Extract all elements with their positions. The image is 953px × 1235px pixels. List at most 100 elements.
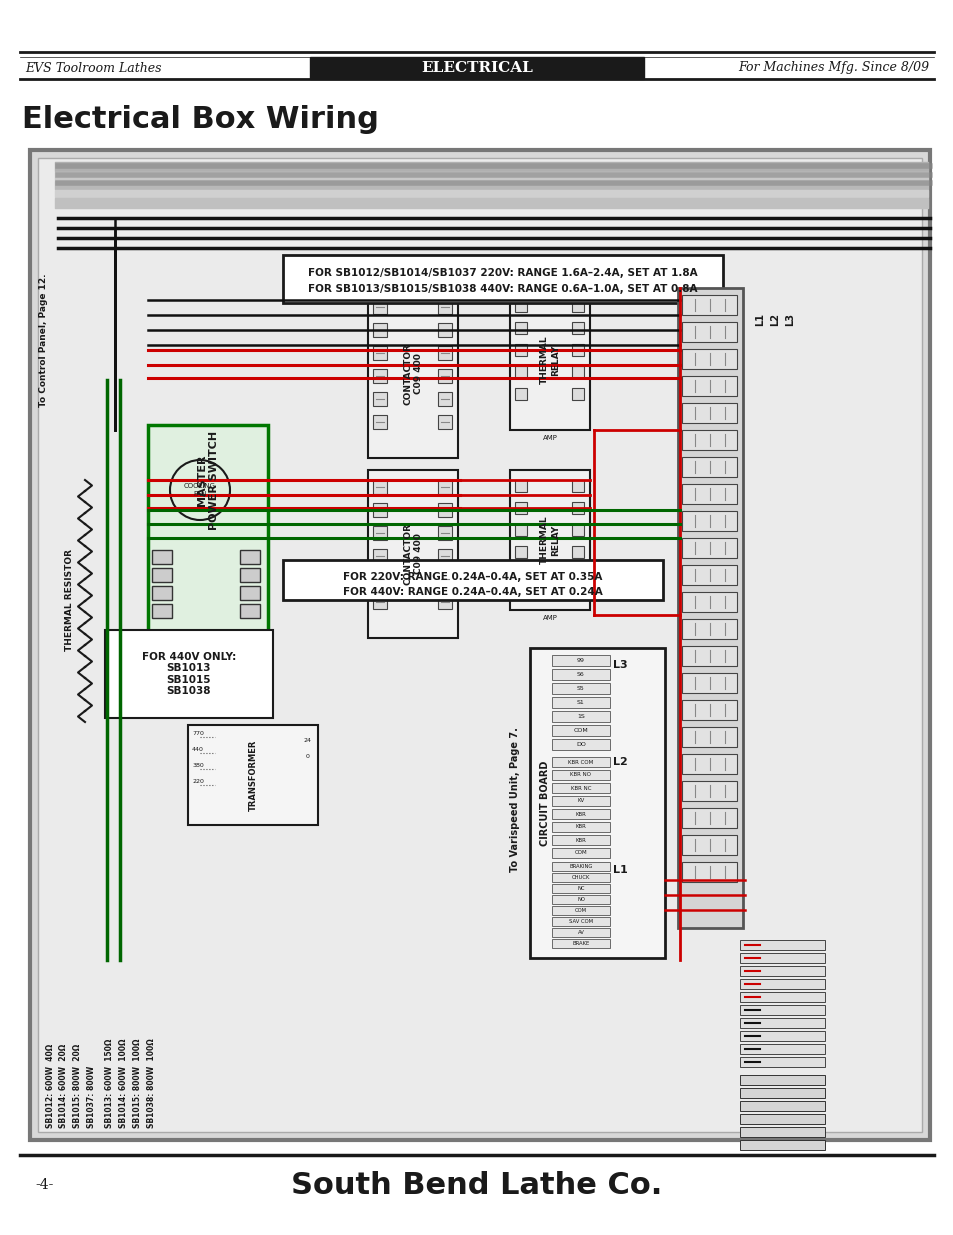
Bar <box>515 480 526 492</box>
Text: SB1012: 600W  40Ω: SB1012: 600W 40Ω <box>46 1044 54 1128</box>
Text: FOR SB1012/SB1014/SB1037 220V: RANGE 1.6A–2.4A, SET AT 1.8A: FOR SB1012/SB1014/SB1037 220V: RANGE 1.6… <box>308 268 697 278</box>
Bar <box>681 484 737 504</box>
Bar <box>681 592 737 613</box>
Bar <box>740 979 824 989</box>
Text: L1: L1 <box>612 864 627 876</box>
Bar <box>515 388 526 400</box>
Bar <box>188 725 317 825</box>
Bar <box>373 595 387 609</box>
Bar <box>437 503 452 517</box>
Bar <box>552 797 609 806</box>
Bar <box>437 595 452 609</box>
Bar <box>373 346 387 359</box>
Text: KV: KV <box>577 799 584 804</box>
Text: KBR NC: KBR NC <box>570 785 591 790</box>
Bar <box>283 559 662 600</box>
Bar <box>740 953 824 963</box>
Bar <box>681 350 737 369</box>
Bar <box>740 1031 824 1041</box>
Bar <box>552 769 609 781</box>
Bar <box>373 324 387 337</box>
Text: -4-: -4- <box>35 1178 53 1192</box>
Text: AMP: AMP <box>542 615 557 621</box>
Bar <box>437 415 452 429</box>
Text: 220: 220 <box>192 779 204 784</box>
Bar <box>373 503 387 517</box>
Bar <box>240 568 260 582</box>
Bar <box>510 290 589 430</box>
Bar <box>740 1044 824 1053</box>
Text: FOR 220V: RANGE 0.24A–0.4A, SET AT 0.35A: FOR 220V: RANGE 0.24A–0.4A, SET AT 0.35A <box>343 572 602 582</box>
Bar <box>373 415 387 429</box>
Bar <box>437 346 452 359</box>
Text: KBR: KBR <box>575 837 586 842</box>
Bar <box>437 324 452 337</box>
Text: S5: S5 <box>577 685 584 692</box>
Bar <box>240 550 260 564</box>
Bar <box>552 809 609 819</box>
Text: AV: AV <box>577 930 584 935</box>
Text: To Varispeed Unit, Page 7.: To Varispeed Unit, Page 7. <box>510 727 519 872</box>
Bar <box>373 572 387 585</box>
Text: COM: COM <box>574 851 587 856</box>
Text: COM: COM <box>573 727 588 734</box>
Bar <box>681 295 737 315</box>
Bar <box>240 604 260 618</box>
Bar <box>240 585 260 600</box>
Bar <box>373 526 387 540</box>
Text: FOR 440V ONLY:
SB1013
SB1015
SB1038: FOR 440V ONLY: SB1013 SB1015 SB1038 <box>142 652 236 697</box>
Text: To Control Panel, Page 12.: To Control Panel, Page 12. <box>39 273 49 406</box>
Bar <box>681 781 737 802</box>
Text: KBR: KBR <box>575 825 586 830</box>
Text: SB1015: 800W  100Ω: SB1015: 800W 100Ω <box>133 1039 142 1128</box>
Text: KBR NO: KBR NO <box>570 773 591 778</box>
Bar <box>373 480 387 494</box>
Text: BRAKE: BRAKE <box>572 941 589 946</box>
Text: 440: 440 <box>192 747 204 752</box>
Bar <box>552 873 609 882</box>
Bar <box>572 388 583 400</box>
Bar <box>681 646 737 666</box>
Text: COOLING
FAN: COOLING FAN <box>184 483 215 496</box>
Bar <box>148 425 268 635</box>
Text: AMP: AMP <box>542 435 557 441</box>
Bar <box>681 727 737 747</box>
Bar <box>437 550 452 563</box>
Bar <box>681 457 737 477</box>
Text: CONTACTOR
C09 400: CONTACTOR C09 400 <box>403 522 422 585</box>
Bar <box>552 757 609 767</box>
Text: SB1038: 800W  100Ω: SB1038: 800W 100Ω <box>148 1039 156 1128</box>
Text: CIRCUIT BOARD: CIRCUIT BOARD <box>539 761 550 846</box>
Text: ELECTRICAL: ELECTRICAL <box>420 61 533 75</box>
Text: 770: 770 <box>192 731 204 736</box>
Bar <box>681 430 737 450</box>
Bar <box>552 835 609 845</box>
Bar <box>552 895 609 904</box>
Text: CONTACTOR
C09 400: CONTACTOR C09 400 <box>403 343 422 405</box>
Text: L2: L2 <box>769 314 780 326</box>
Bar <box>681 700 737 720</box>
Bar <box>368 290 457 458</box>
Bar <box>515 322 526 333</box>
Bar <box>515 300 526 312</box>
Bar <box>681 755 737 774</box>
Text: 1S: 1S <box>577 714 584 719</box>
Bar <box>552 823 609 832</box>
Text: L3: L3 <box>612 659 627 671</box>
Bar <box>572 322 583 333</box>
Text: DO: DO <box>576 742 585 747</box>
Text: 0: 0 <box>306 755 310 760</box>
Bar <box>368 471 457 638</box>
Bar <box>572 568 583 580</box>
Bar <box>681 403 737 424</box>
Bar <box>152 604 172 618</box>
Bar <box>572 366 583 378</box>
Text: South Bend Lathe Co.: South Bend Lathe Co. <box>291 1171 662 1199</box>
Bar <box>437 300 452 314</box>
Bar <box>740 1140 824 1150</box>
Bar <box>510 471 589 610</box>
Bar <box>740 1128 824 1137</box>
Bar <box>310 57 643 79</box>
Bar <box>373 550 387 563</box>
Bar <box>373 300 387 314</box>
